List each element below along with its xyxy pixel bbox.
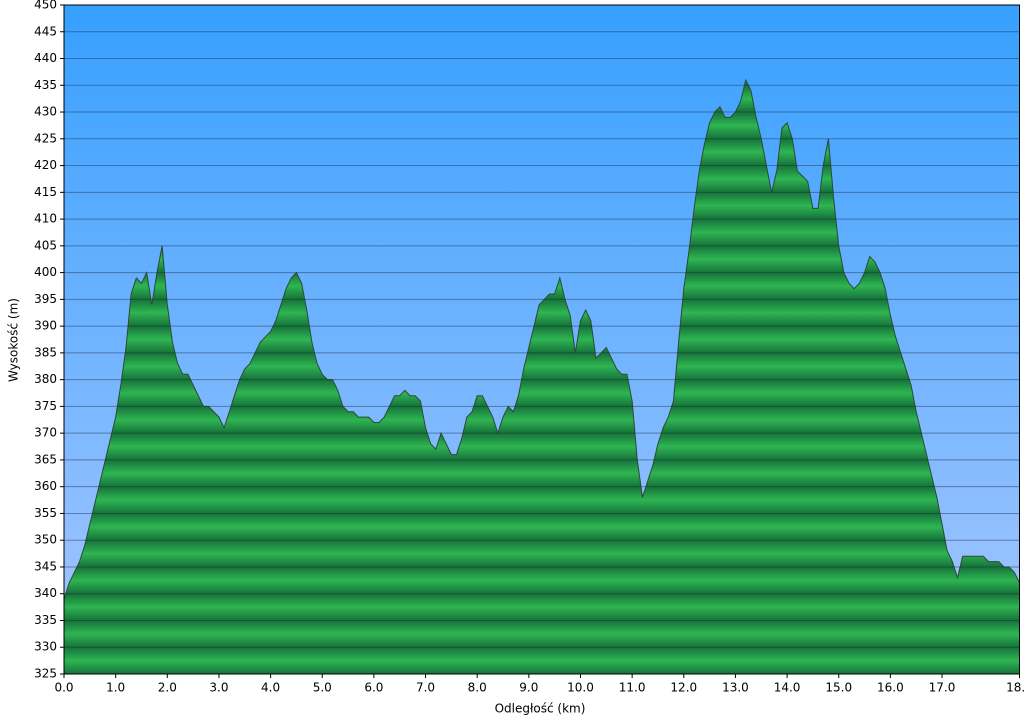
y-tick-label: 325	[34, 667, 57, 681]
y-tick-label: 365	[34, 452, 57, 466]
y-tick-label: 400	[34, 265, 57, 279]
y-tick-label: 390	[34, 319, 57, 333]
y-tick-label: 425	[34, 131, 57, 145]
x-tick-label: 4.0	[261, 681, 280, 695]
y-tick-label: 330	[34, 640, 57, 654]
x-tick-label: 3.0	[209, 681, 228, 695]
y-tick-label: 345	[34, 559, 57, 573]
y-tick-label: 435	[34, 78, 57, 92]
x-tick-label: 17.0	[929, 681, 956, 695]
x-tick-label: 6.0	[364, 681, 383, 695]
y-axis-label: Wysokość (m)	[7, 298, 21, 382]
y-tick-label: 450	[34, 0, 57, 12]
y-tick-label: 410	[34, 212, 57, 226]
y-tick-label: 405	[34, 238, 57, 252]
elevation-line	[63, 78, 1020, 600]
x-tick-label: 9.0	[519, 681, 538, 695]
x-tick-label: 14.0	[774, 681, 801, 695]
y-tick-label: 415	[34, 185, 57, 199]
y-tick-label: 340	[34, 586, 57, 600]
x-tick-label: 18.5	[1006, 681, 1024, 695]
x-tick-label: 7.0	[416, 681, 435, 695]
y-tick-label: 385	[34, 345, 57, 359]
x-axis-label: Odległość (km)	[495, 702, 586, 716]
y-tick-label: 375	[34, 399, 57, 413]
x-tick-label: 10.0	[567, 681, 594, 695]
x-tick-label: 1.0	[106, 681, 125, 695]
y-tick-label: 380	[34, 372, 57, 386]
elevation-area	[64, 79, 1020, 675]
x-tick-label: 8.0	[468, 681, 487, 695]
y-tick-label: 360	[34, 479, 57, 493]
plot-frame	[63, 4, 1020, 675]
x-tick-label: 0.0	[54, 681, 73, 695]
x-tick-label: 5.0	[313, 681, 332, 695]
y-tick-label: 395	[34, 292, 57, 306]
y-tick-label: 355	[34, 506, 57, 520]
y-tick-label: 350	[34, 533, 57, 547]
x-tick-label: 13.0	[722, 681, 749, 695]
x-tick-label: 15.0	[825, 681, 852, 695]
y-tick-label: 335	[34, 613, 57, 627]
y-tick-label: 440	[34, 51, 57, 65]
x-tick-label: 16.0	[877, 681, 904, 695]
y-tick-label: 445	[34, 24, 57, 38]
y-tick-label: 430	[34, 105, 57, 119]
x-tick-label: 11.0	[619, 681, 646, 695]
x-tick-label: 2.0	[158, 681, 177, 695]
x-tick-label: 12.0	[670, 681, 697, 695]
y-tick-label: 370	[34, 426, 57, 440]
y-tick-label: 420	[34, 158, 57, 172]
